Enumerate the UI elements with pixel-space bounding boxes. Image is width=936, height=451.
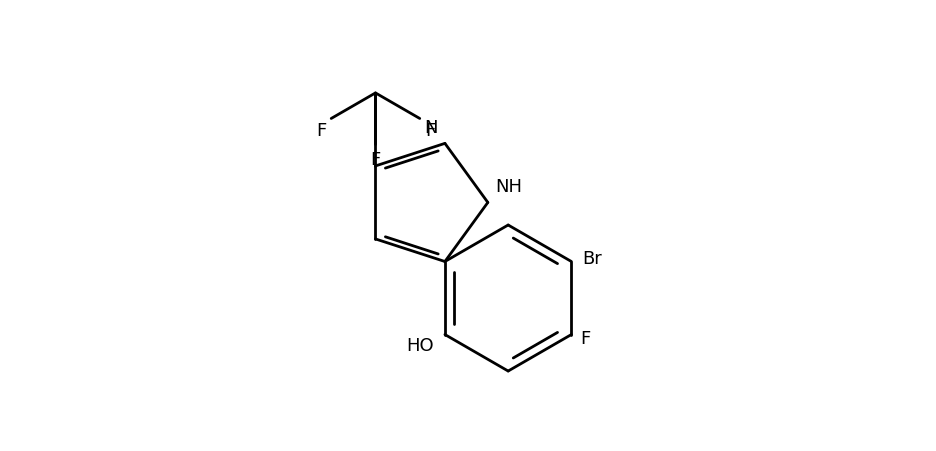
Text: NH: NH [495,178,522,196]
Text: N: N [424,119,438,137]
Text: Br: Br [582,249,602,267]
Text: F: F [371,151,381,169]
Text: F: F [580,329,591,347]
Text: HO: HO [406,337,434,354]
Text: F: F [425,122,435,140]
Text: F: F [316,122,326,140]
